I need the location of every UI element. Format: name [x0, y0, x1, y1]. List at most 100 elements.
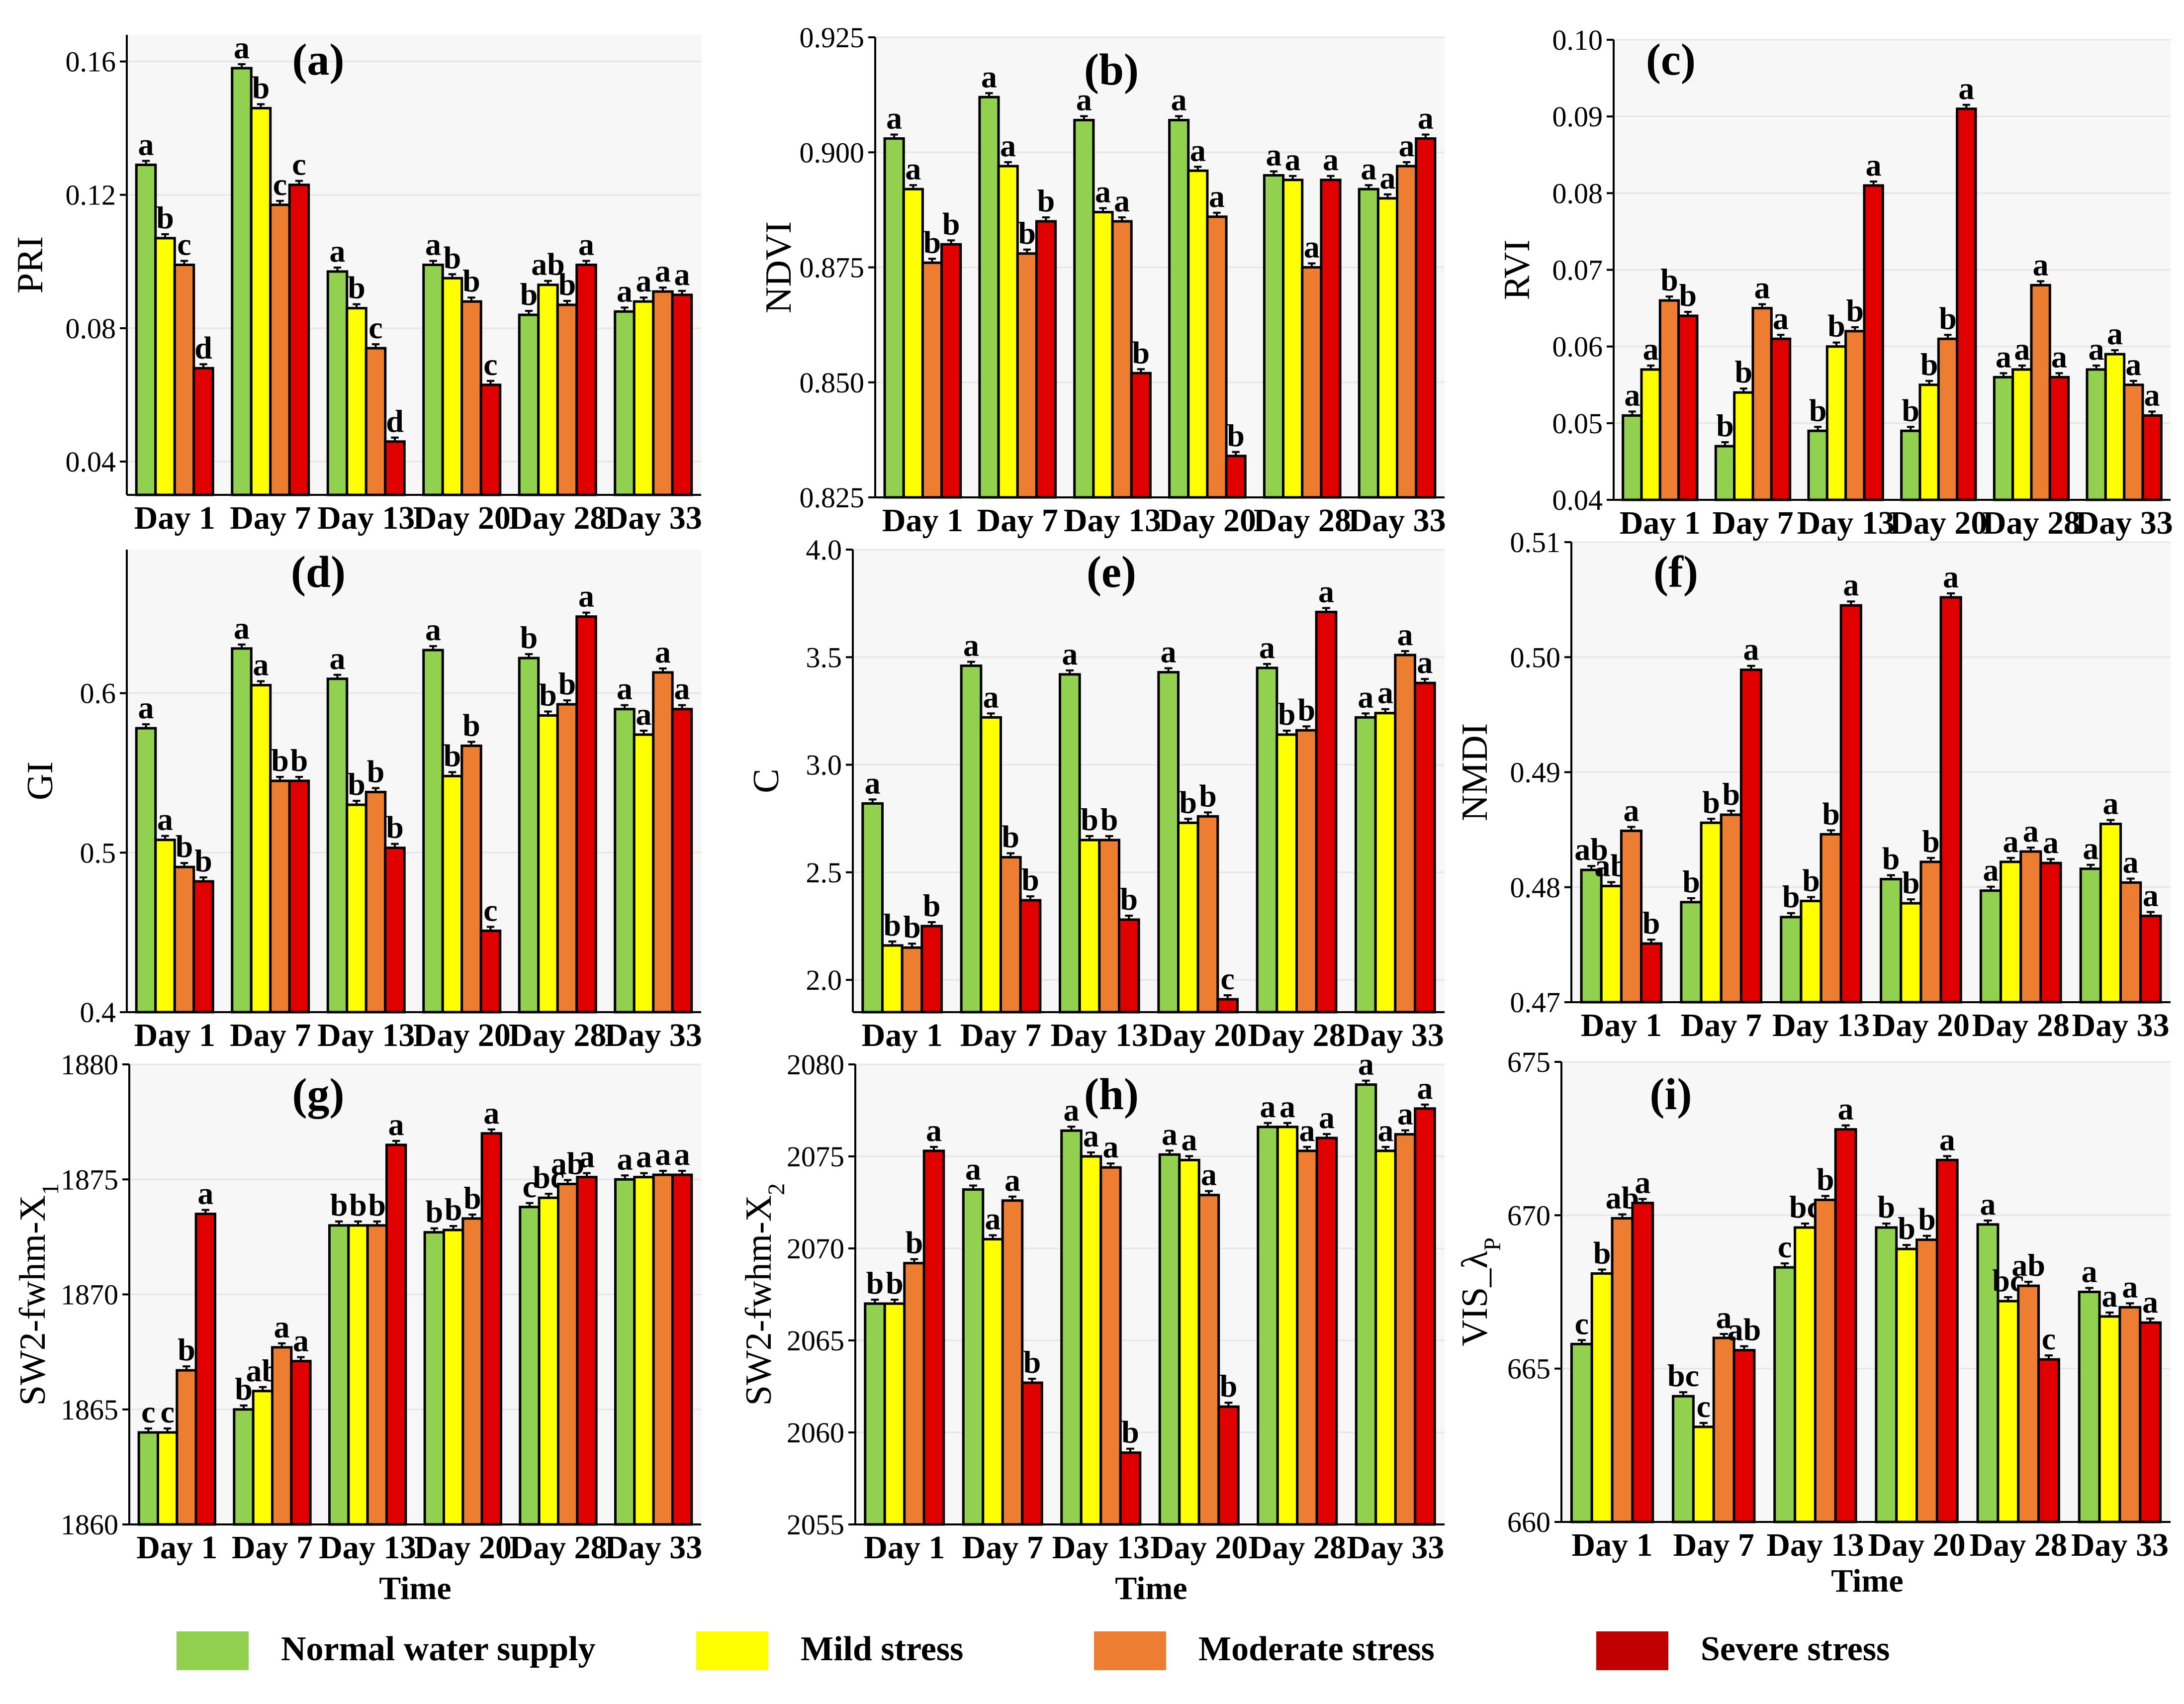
bar-normal — [231, 647, 253, 1014]
significance-letter: b — [178, 1332, 195, 1367]
bar-mild — [1700, 821, 1723, 1004]
significance-letter: b — [426, 1194, 444, 1230]
bar-normal — [1157, 671, 1180, 1014]
x-tick-label: Day 28 — [1983, 505, 2080, 541]
panel-label: (d) — [291, 548, 346, 597]
significance-letter: a — [636, 263, 652, 298]
bar-normal — [2079, 867, 2102, 1004]
bar-moderate — [1712, 1336, 1735, 1523]
bar-normal — [423, 1231, 446, 1526]
significance-letter: a — [1323, 142, 1339, 177]
significance-letter: a — [1743, 632, 1759, 667]
significance-letter: b — [1716, 408, 1734, 443]
bar-normal — [326, 677, 349, 1014]
bar-mild — [346, 803, 367, 1014]
bar-severe — [1939, 596, 1962, 1004]
significance-letter: a — [1377, 675, 1393, 710]
significance-letter: a — [330, 233, 346, 269]
bar-severe — [1834, 1128, 1857, 1523]
significance-letter: a — [1943, 559, 1959, 594]
significance-letter: b — [252, 70, 270, 105]
significance-letter: a — [578, 578, 594, 614]
significance-letter: b — [1199, 778, 1217, 813]
significance-letter: a — [981, 59, 997, 94]
bar-mild — [2099, 823, 2122, 1004]
legend-swatch-moderate — [1094, 1631, 1166, 1670]
significance-letter: a — [425, 612, 441, 647]
bar-severe — [671, 293, 693, 496]
significance-letter: a — [1358, 1046, 1374, 1082]
bar-normal — [883, 137, 905, 499]
significance-letter: b — [386, 810, 404, 845]
bar-moderate — [460, 744, 482, 1014]
legend: Normal water supply Mild stress Moderate s… — [177, 1630, 1890, 1670]
bar-normal — [422, 264, 444, 496]
significance-letter: a — [886, 100, 902, 136]
bar-mild — [883, 1302, 906, 1526]
significance-letter: a — [1319, 1100, 1335, 1135]
y-tick-label: 0.10 — [1552, 24, 1603, 56]
panel-label: (g) — [292, 1070, 345, 1119]
significance-letter: a — [2102, 1278, 2118, 1314]
significance-letter: b — [444, 240, 461, 275]
significance-letter: a — [1299, 1113, 1315, 1148]
significance-letter: a — [1190, 132, 1206, 168]
bar-severe — [194, 1213, 216, 1526]
bar-severe — [1631, 1202, 1654, 1523]
significance-letter: c — [1575, 1306, 1589, 1341]
bar-moderate — [1611, 1217, 1634, 1523]
y-tick-label: 1860 — [61, 1509, 118, 1541]
significance-letter: a — [2103, 786, 2119, 821]
bar-normal — [1807, 429, 1828, 501]
significance-letter: a — [1171, 82, 1187, 117]
x-tick-label: Day 28 — [509, 500, 606, 536]
panel-label: (e) — [1087, 548, 1136, 597]
y-tick-label: 0.925 — [800, 21, 865, 54]
x-tick-label: Day 1 — [1571, 1527, 1652, 1563]
bar-mild — [157, 1431, 179, 1526]
significance-letter: b — [463, 1180, 481, 1216]
x-tick-label: Day 33 — [605, 500, 702, 536]
significance-letter: a — [2003, 824, 2019, 859]
significance-letter: b — [942, 206, 960, 241]
x-tick-label: Day 28 — [509, 1017, 606, 1053]
bar-moderate — [921, 261, 943, 499]
significance-letter: b — [1037, 183, 1055, 218]
significance-letter: b — [194, 843, 212, 878]
y-axis-title: SW2-fwhm-X2 — [738, 1183, 790, 1406]
panel-label: (c) — [1646, 35, 1696, 85]
significance-letter: a — [157, 802, 173, 837]
bar-normal — [1355, 716, 1377, 1014]
y-tick-label: 670 — [1507, 1199, 1550, 1231]
x-tick-label: Day 1 — [1581, 1007, 1662, 1043]
y-axis-title: VIS_λP — [1455, 1237, 1506, 1346]
y-tick-label: 0.900 — [800, 136, 865, 169]
significance-letter: a — [1318, 573, 1334, 609]
significance-letter: b — [271, 743, 289, 778]
bar-severe — [1739, 668, 1763, 1004]
bar-normal — [135, 727, 157, 1014]
bar-severe — [1956, 107, 1977, 501]
significance-letter: b — [1682, 864, 1700, 899]
significance-letter: a — [197, 1176, 213, 1211]
y-tick-label: 665 — [1507, 1353, 1550, 1385]
bar-moderate — [2030, 284, 2051, 501]
significance-letter: a — [2107, 316, 2123, 351]
bar-severe — [2039, 861, 2062, 1004]
bar-mild — [982, 1238, 1004, 1526]
bar-severe — [1119, 1451, 1142, 1526]
bar-normal — [328, 1224, 350, 1526]
bar-mild — [1692, 1425, 1715, 1523]
significance-letter: b — [1918, 1202, 1936, 1237]
y-tick-label: 0.4 — [80, 996, 116, 1029]
significance-letter: b — [1002, 819, 1020, 854]
bar-moderate — [269, 203, 291, 496]
significance-letter: c — [177, 227, 191, 262]
significance-letter: a — [1397, 1096, 1413, 1132]
bar-severe — [575, 264, 597, 496]
significance-letter: b — [886, 1265, 904, 1301]
significance-letter: a — [1754, 270, 1770, 305]
bar-mild — [250, 106, 272, 496]
significance-letter: a — [1103, 1129, 1119, 1164]
